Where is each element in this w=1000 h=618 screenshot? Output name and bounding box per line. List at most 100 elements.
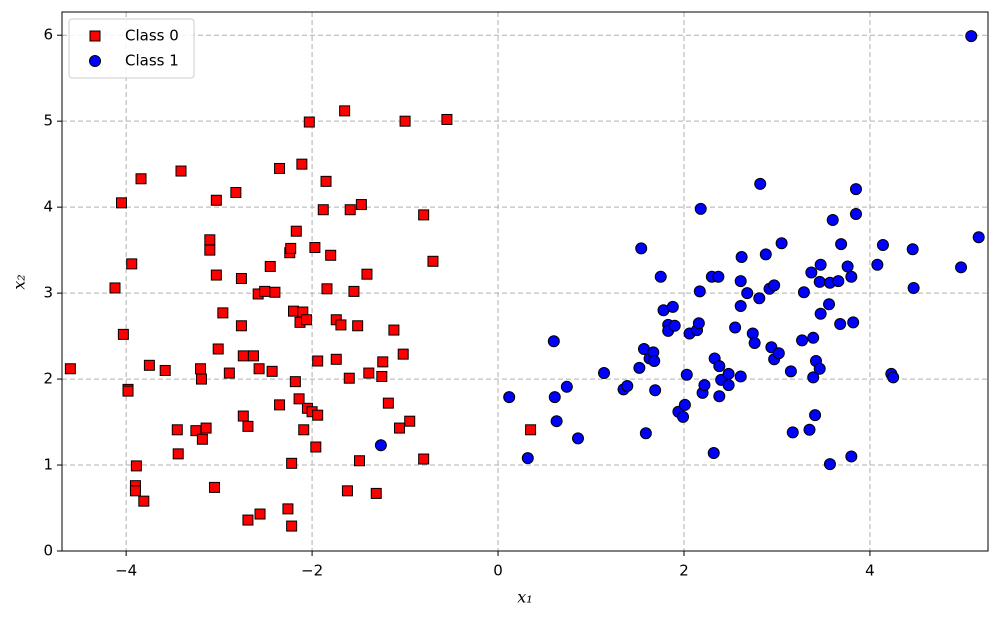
point — [813, 275, 826, 288]
point — [204, 244, 216, 256]
point — [835, 238, 848, 251]
x-tick-label: −4 — [115, 562, 137, 580]
point — [807, 331, 820, 344]
point — [707, 447, 720, 459]
point — [734, 300, 747, 312]
point — [841, 260, 854, 273]
point — [230, 187, 242, 199]
point — [633, 361, 646, 374]
point — [341, 485, 353, 497]
point — [680, 368, 693, 381]
point — [560, 380, 573, 393]
point — [849, 208, 862, 221]
legend-marker — [89, 55, 101, 67]
point — [648, 355, 661, 368]
point — [320, 175, 332, 187]
point — [775, 237, 788, 250]
point — [286, 520, 298, 532]
point — [296, 158, 308, 170]
point — [735, 251, 748, 263]
point — [310, 441, 322, 453]
point — [321, 283, 333, 295]
point — [274, 162, 286, 174]
point — [876, 238, 889, 251]
point — [361, 268, 373, 280]
point — [309, 242, 321, 254]
point — [693, 285, 706, 298]
point — [175, 165, 187, 177]
point — [803, 423, 816, 436]
point — [654, 270, 667, 283]
point — [427, 255, 439, 267]
y-tick-label: 0 — [43, 542, 53, 560]
plot-frame — [61, 11, 989, 552]
point — [254, 508, 266, 520]
point — [237, 350, 249, 362]
point — [130, 460, 142, 472]
point — [370, 487, 382, 499]
point — [298, 424, 310, 436]
point — [348, 285, 360, 297]
y-tick-label: 3 — [43, 284, 53, 302]
point — [196, 433, 208, 445]
point — [269, 286, 281, 298]
point — [217, 307, 229, 319]
point — [754, 177, 767, 190]
point — [847, 316, 860, 329]
point — [325, 249, 337, 261]
point — [797, 286, 810, 299]
point — [678, 398, 691, 411]
point — [122, 385, 134, 397]
point — [734, 370, 747, 383]
point — [503, 391, 516, 404]
y-tick-label: 5 — [43, 112, 53, 130]
point — [195, 373, 207, 385]
point — [208, 481, 220, 493]
point — [330, 353, 342, 365]
point — [235, 320, 247, 332]
point — [772, 347, 785, 360]
point — [548, 391, 561, 404]
point — [117, 328, 129, 340]
point — [635, 242, 648, 255]
point — [834, 318, 847, 331]
point — [722, 367, 735, 380]
point — [377, 356, 389, 368]
point — [972, 231, 985, 244]
x-tick-label: −2 — [301, 562, 323, 580]
x-tick-label: 0 — [493, 562, 503, 580]
point — [796, 334, 809, 347]
point — [223, 367, 235, 379]
legend-marker — [89, 30, 101, 42]
point — [210, 269, 222, 281]
point — [259, 285, 271, 297]
point — [382, 397, 394, 409]
point — [312, 355, 324, 367]
point — [204, 234, 216, 246]
legend-label: Class 0 — [125, 27, 179, 45]
point — [200, 422, 212, 434]
point — [814, 307, 827, 320]
point — [734, 275, 747, 288]
point — [441, 113, 453, 125]
point — [355, 199, 367, 211]
point — [698, 379, 711, 392]
point — [212, 343, 224, 355]
point — [397, 348, 409, 360]
point — [301, 314, 313, 326]
point — [729, 321, 742, 334]
point — [547, 335, 560, 348]
point — [955, 261, 968, 274]
point — [339, 105, 351, 117]
point — [266, 365, 278, 377]
point — [713, 360, 726, 373]
point — [374, 439, 387, 452]
point — [354, 455, 366, 467]
point — [692, 317, 705, 330]
point — [813, 362, 826, 375]
point — [172, 448, 184, 460]
point — [352, 320, 364, 332]
point — [713, 390, 726, 403]
point — [303, 116, 315, 128]
